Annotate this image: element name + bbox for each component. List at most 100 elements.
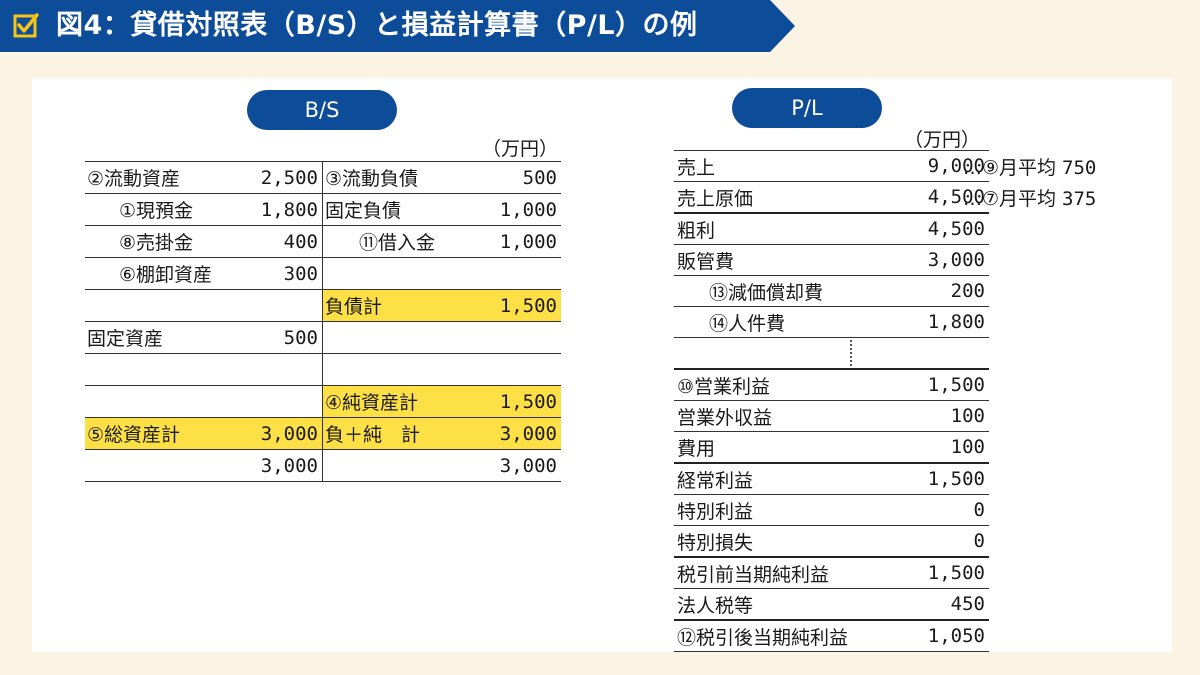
bs-right-label: ⑪借入金 <box>359 232 436 254</box>
table-row: 費用 100 <box>674 432 989 464</box>
bs-left-value: 300 <box>283 262 318 285</box>
bs-left-value: 2,500 <box>260 166 318 189</box>
bs-left-cell <box>85 386 323 417</box>
table-row: ⑧売掛金 400 ⑪借入金 1,000 <box>85 226 561 258</box>
table-row: ⑩営業利益 1,500 <box>674 370 989 401</box>
bs-unit-label: （万円） <box>482 138 559 160</box>
table-row-ellipsis <box>674 338 989 370</box>
pl-value: 1,500 <box>927 562 985 584</box>
bs-left-label: ②流動資産 <box>87 168 181 190</box>
bs-left-label: ①現預金 <box>119 200 194 222</box>
pl-value: 1,500 <box>927 374 985 396</box>
bs-right-cell: 固定負債 1,000 <box>323 194 561 225</box>
bs-left-value: 3,000 <box>260 454 318 477</box>
pl-label: 粗利 <box>677 219 716 242</box>
table-row: 売上原価 4,500 <box>674 182 989 214</box>
table-row: ①現預金 1,800 固定負債 1,000 <box>85 194 561 226</box>
table-row: ④純資産計 1,500 <box>85 386 561 418</box>
table-row: 3,000 3,000 <box>85 450 561 482</box>
bs-left-value: 3,000 <box>260 422 318 445</box>
pl-value: 100 <box>950 436 985 458</box>
sales-monthly-average-note: …⑨月平均 750 <box>963 153 1096 180</box>
bs-left-label: ⑤総資産計 <box>87 424 181 446</box>
pl-value: 1,500 <box>927 468 985 490</box>
bs-left-label: ⑥棚卸資産 <box>119 264 213 286</box>
table-row: ②流動資産 2,500 ③流動負債 500 <box>85 161 561 194</box>
bs-right-cell: ⑪借入金 1,000 <box>323 226 561 257</box>
table-row: ⑫税引後当期純利益 1,050 <box>674 621 989 652</box>
title-banner: 図4：貸借対照表（B/S）と損益計算書（P/L）の例 <box>0 0 795 52</box>
pl-value: 3,000 <box>927 249 985 271</box>
bs-right-value: 500 <box>522 166 557 189</box>
table-row: 販管費 3,000 <box>674 245 989 276</box>
table-row: 税引前当期純利益 1,500 <box>674 558 989 589</box>
pl-label: 特別損失 <box>677 531 754 554</box>
bs-right-label: 固定負債 <box>325 200 402 222</box>
bs-right-cell-highlight: 負＋純 計 3,000 <box>323 418 561 449</box>
pl-label: ⑭人件費 <box>709 312 786 335</box>
bs-pill-label: B/S <box>247 90 397 130</box>
annotation-label: …⑦月平均 <box>963 188 1057 210</box>
bs-right-value: 3,000 <box>499 454 557 477</box>
pl-value: 4,500 <box>927 186 985 208</box>
pl-value: 100 <box>950 405 985 427</box>
bs-right-value: 1,000 <box>499 198 557 221</box>
pl-unit-label: （万円） <box>904 129 981 151</box>
table-row: ⑤総資産計 3,000 負＋純 計 3,000 <box>85 418 561 450</box>
bs-right-label: ④純資産計 <box>325 392 419 414</box>
bs-right-label: 負債計 <box>325 296 383 318</box>
bs-left-cell: ②流動資産 2,500 <box>85 162 323 193</box>
bs-right-cell <box>323 258 561 289</box>
annotation-value: 750 <box>1062 157 1097 179</box>
table-row: ⑭人件費 1,800 <box>674 307 989 338</box>
bs-left-label: 固定資産 <box>87 328 164 350</box>
bs-right-cell: ③流動負債 500 <box>323 162 561 193</box>
bs-left-value: 500 <box>283 326 318 349</box>
table-row <box>85 354 561 386</box>
table-row: 法人税等 450 <box>674 589 989 621</box>
table-row: 特別利益 0 <box>674 495 989 526</box>
checkbox-check-icon <box>13 13 39 38</box>
pl-value: 9,000 <box>927 155 985 177</box>
table-row: 売上 9,000 <box>674 150 989 182</box>
bs-left-cell: 固定資産 500 <box>85 322 323 353</box>
bs-right-cell <box>323 322 561 353</box>
bs-left-value: 1,800 <box>260 198 318 221</box>
content-panel: B/S P/L （万円） （万円） ②流動資産 2,500 ③流動負債 500 ①現… <box>32 78 1172 652</box>
table-row: 経常利益 1,500 <box>674 464 989 495</box>
bs-left-cell-highlight: ⑤総資産計 3,000 <box>85 418 323 449</box>
bs-left-label: ⑧売掛金 <box>119 232 194 254</box>
pl-value: 200 <box>950 280 985 302</box>
pl-label: ⑬減価償却費 <box>709 281 824 304</box>
pl-label: 経常利益 <box>677 469 754 492</box>
pl-value: 0 <box>973 530 985 552</box>
bs-right-label: ③流動負債 <box>325 168 419 190</box>
table-row: 固定資産 500 <box>85 322 561 354</box>
table-row: 営業外収益 100 <box>674 401 989 432</box>
bs-left-cell: ①現預金 1,800 <box>85 194 323 225</box>
pl-label: ⑫税引後当期純利益 <box>677 626 849 649</box>
pl-pill-label: P/L <box>732 88 882 128</box>
bs-right-value: 3,000 <box>499 422 557 445</box>
pl-label: 税引前当期純利益 <box>677 563 830 586</box>
bs-right-cell-highlight: 負債計 1,500 <box>323 290 561 321</box>
pl-label: 法人税等 <box>677 594 754 617</box>
pl-label: 販管費 <box>677 250 735 273</box>
pl-label: 費用 <box>677 437 716 460</box>
cogs-monthly-average-note: …⑦月平均 375 <box>963 184 1096 211</box>
page-title: 図4：貸借対照表（B/S）と損益計算書（P/L）の例 <box>56 10 698 41</box>
bs-right-label: 負＋純 計 <box>325 424 421 446</box>
bs-left-cell: ⑧売掛金 400 <box>85 226 323 257</box>
pl-value: 4,500 <box>927 218 985 240</box>
bs-right-cell <box>323 354 561 385</box>
bs-left-cell: 3,000 <box>85 450 323 481</box>
bs-left-cell <box>85 290 323 321</box>
pl-value: 1,050 <box>927 625 985 647</box>
table-row: ⑬減価償却費 200 <box>674 276 989 307</box>
bs-right-value: 1,000 <box>499 230 557 253</box>
table-row: ⑥棚卸資産 300 <box>85 258 561 290</box>
bs-right-value: 1,500 <box>499 294 557 317</box>
bs-right-value: 1,500 <box>499 390 557 413</box>
pl-label: 営業外収益 <box>677 406 773 429</box>
pl-label: ⑩営業利益 <box>677 375 771 398</box>
